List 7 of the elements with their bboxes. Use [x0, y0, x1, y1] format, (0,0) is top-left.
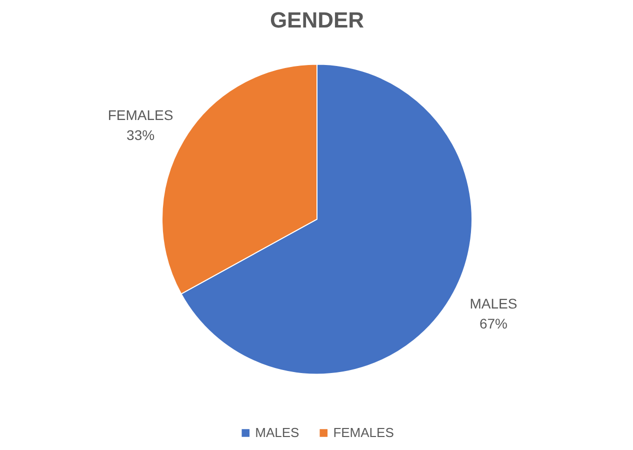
data-label: 33% [126, 127, 155, 144]
slice-label: FEMALES [108, 107, 174, 124]
legend-label: FEMALES [333, 425, 394, 440]
slice-label: MALES [470, 295, 518, 312]
legend-label: MALES [255, 425, 300, 440]
data-label: 67% [479, 315, 508, 332]
chart-title: GENDER [270, 8, 364, 32]
